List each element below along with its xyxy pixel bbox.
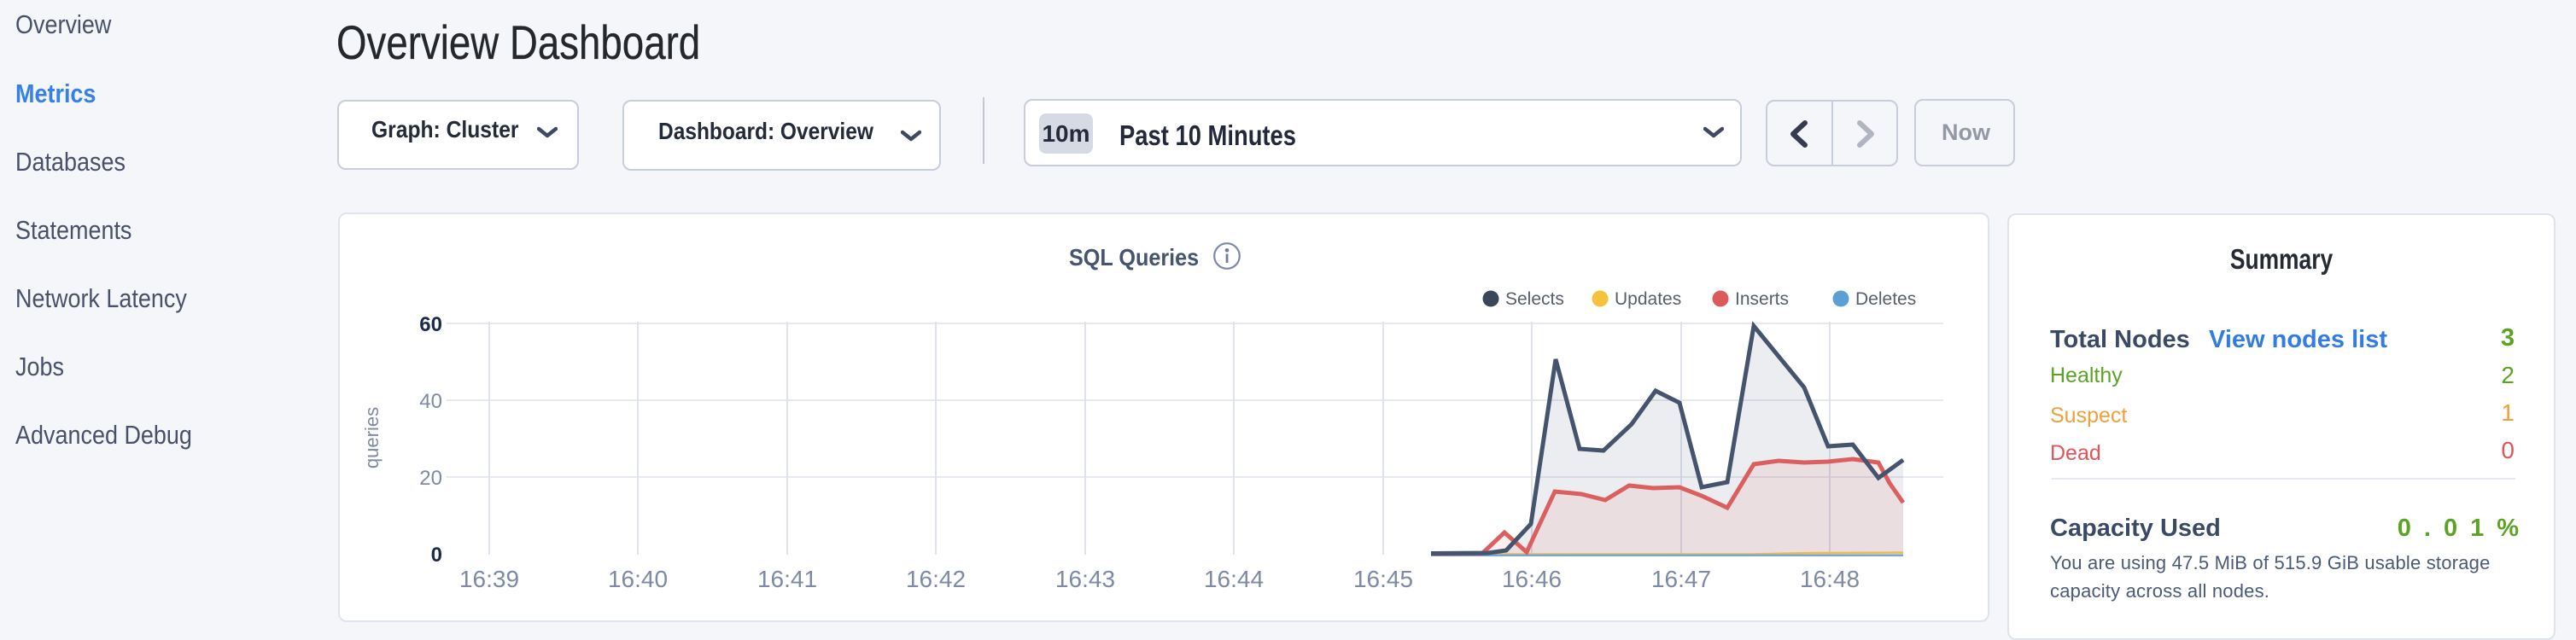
svg-text:16:47: 16:47 [1651,566,1711,592]
svg-text:16:41: 16:41 [757,566,817,592]
svg-text:Deletes: Deletes [1855,289,1916,309]
svg-text:16:44: 16:44 [1204,566,1264,592]
svg-text:16:45: 16:45 [1353,566,1413,592]
svg-text:20: 20 [419,467,442,490]
svg-text:40: 40 [419,390,442,413]
svg-text:16:42: 16:42 [906,566,966,592]
svg-text:Updates: Updates [1615,289,1681,309]
svg-text:16:46: 16:46 [1502,566,1562,592]
svg-text:Selects: Selects [1505,289,1564,309]
svg-text:60: 60 [419,313,442,336]
svg-text:queries: queries [361,407,383,468]
svg-text:Inserts: Inserts [1735,289,1789,309]
svg-text:16:39: 16:39 [459,566,519,592]
svg-text:16:43: 16:43 [1055,566,1115,592]
svg-text:16:48: 16:48 [1800,566,1860,592]
svg-text:0: 0 [431,544,442,567]
svg-text:16:40: 16:40 [608,566,668,592]
